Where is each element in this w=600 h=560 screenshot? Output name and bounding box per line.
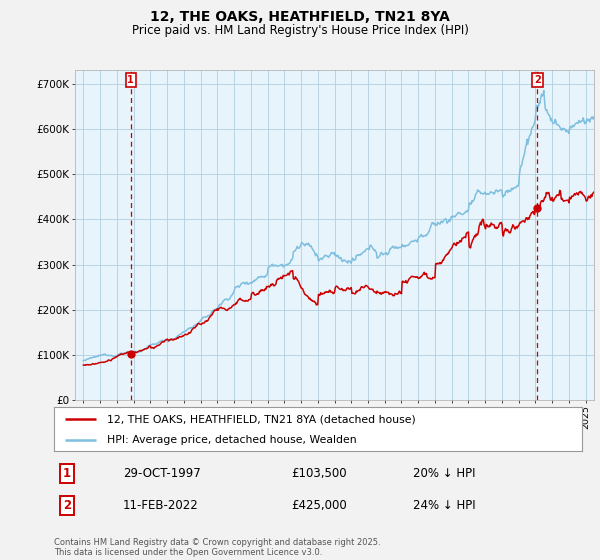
Text: 11-FEB-2022: 11-FEB-2022: [122, 498, 199, 512]
Text: 2: 2: [63, 498, 71, 512]
Text: 24% ↓ HPI: 24% ↓ HPI: [413, 498, 476, 512]
Text: 29-OCT-1997: 29-OCT-1997: [122, 467, 200, 480]
Text: 20% ↓ HPI: 20% ↓ HPI: [413, 467, 476, 480]
Text: Contains HM Land Registry data © Crown copyright and database right 2025.
This d: Contains HM Land Registry data © Crown c…: [54, 538, 380, 557]
Text: £425,000: £425,000: [292, 498, 347, 512]
Text: 12, THE OAKS, HEATHFIELD, TN21 8YA (detached house): 12, THE OAKS, HEATHFIELD, TN21 8YA (deta…: [107, 414, 416, 424]
Text: £103,500: £103,500: [292, 467, 347, 480]
Text: 1: 1: [127, 75, 134, 85]
Text: 1: 1: [63, 467, 71, 480]
Text: 12, THE OAKS, HEATHFIELD, TN21 8YA: 12, THE OAKS, HEATHFIELD, TN21 8YA: [150, 10, 450, 24]
Text: HPI: Average price, detached house, Wealden: HPI: Average price, detached house, Weal…: [107, 435, 356, 445]
Text: Price paid vs. HM Land Registry's House Price Index (HPI): Price paid vs. HM Land Registry's House …: [131, 24, 469, 36]
Text: 2: 2: [534, 75, 541, 85]
